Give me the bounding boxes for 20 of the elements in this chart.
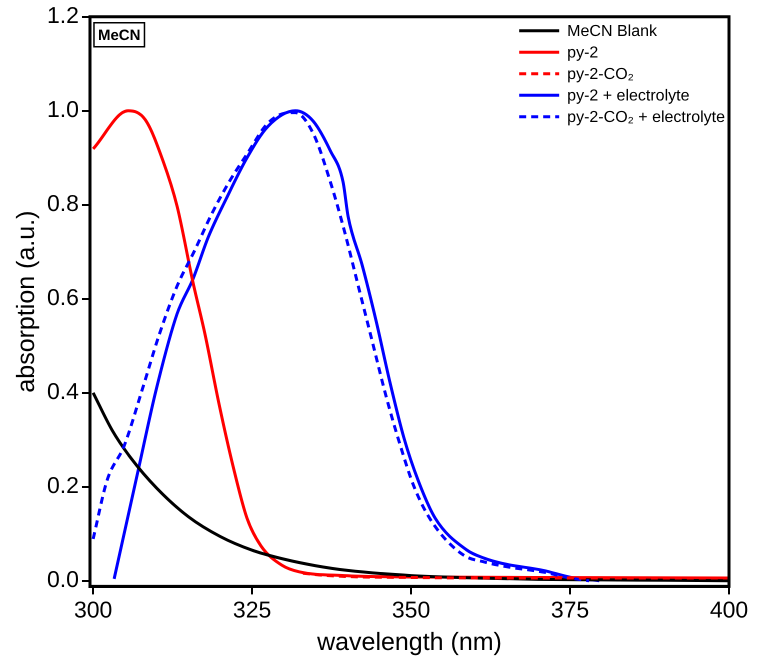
- y-tick-label: 1.2: [46, 2, 79, 28]
- y-tick-label: 0.4: [46, 378, 80, 404]
- y-tick-label: 0.6: [46, 284, 79, 310]
- legend-label: py-2 + electrolyte: [567, 88, 690, 105]
- x-axis-title: wavelength (nm): [316, 628, 502, 656]
- y-tick-label: 0.0: [46, 566, 79, 592]
- x-tick-label: 350: [392, 596, 430, 623]
- annotation: MeCN: [98, 26, 140, 44]
- x-tick-label: 375: [550, 596, 590, 623]
- legend-label: py-2-CO₂ + electrolyte: [567, 109, 726, 126]
- legend-label: MeCN Blank: [567, 23, 658, 40]
- x-tick-label: 300: [74, 596, 112, 623]
- legend-label: py-2-CO₂: [567, 66, 634, 84]
- legend-label: py-2: [567, 44, 598, 62]
- y-tick-label: 1.0: [46, 96, 79, 122]
- y-tick-label: 0.8: [46, 190, 79, 216]
- x-tick-label: 400: [710, 596, 748, 623]
- y-tick-label: 0.2: [46, 472, 79, 498]
- y-axis-title: absorption (a.u.): [12, 210, 40, 393]
- x-tick-label: 325: [232, 596, 272, 623]
